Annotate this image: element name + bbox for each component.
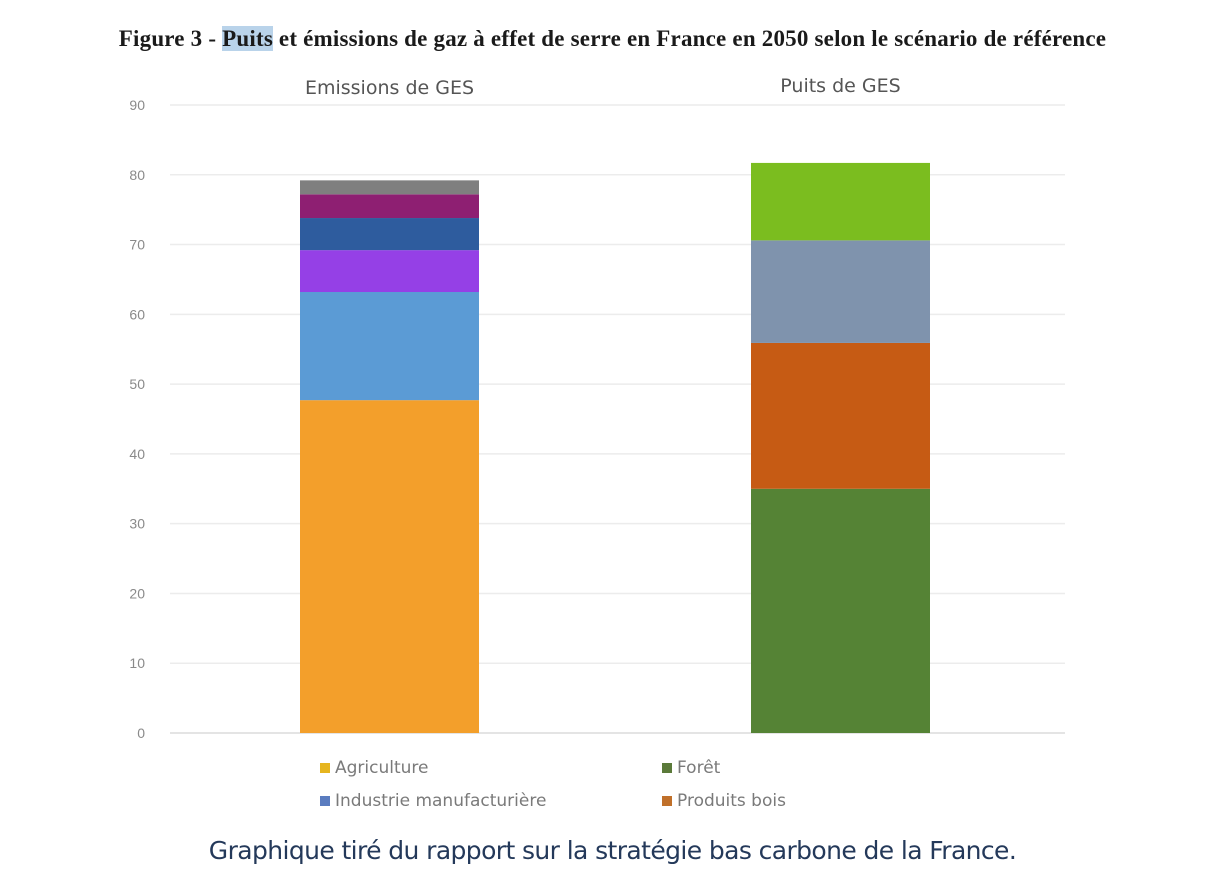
legend-label-produits-bois: Produits bois [677,791,786,811]
bar-stack-emissions [300,180,479,733]
figure-caption: Graphique tiré du rapport sur la stratég… [208,836,1017,865]
y-tick-label: 70 [129,237,145,253]
legend-label-foret: Forêt [677,758,721,778]
legend-swatch-produits-bois [662,796,672,806]
legend-item-foret: Forêt [662,758,720,778]
y-tick-label: 0 [137,725,145,741]
legend-swatch-industrie [320,796,330,806]
y-tick-label: 60 [129,306,145,322]
legend-item-industrie: Industrie manufacturière [320,791,546,811]
bar-segment-segment-3 [300,218,479,251]
figure-title: Figure 3 - Puits et émissions de gaz à e… [0,26,1225,52]
y-tick-label: 50 [129,376,145,392]
legend-label-agriculture: Agriculture [335,758,429,778]
bar-segment-segment-3 [751,162,930,241]
y-tick-label: 90 [129,97,145,113]
bar-segment-segment-4 [300,194,479,219]
bar-segment-industrie-manufacturière [300,292,479,401]
y-tick-label: 10 [129,655,145,671]
y-tick-label: 80 [129,167,145,183]
y-tick-label: 30 [129,516,145,532]
legend-swatch-agriculture [320,763,330,773]
figure-title-prefix: Figure 3 - [118,26,223,51]
bar-segment-segment-5 [300,180,479,195]
bars [300,162,930,733]
legend-label-industrie: Industrie manufacturière [335,791,547,811]
category-titles: Emissions de GES Puits de GES [305,75,901,99]
bar-segment-segment-2 [751,240,930,343]
category-title: Emissions de GES [305,77,474,99]
y-tick-label: 20 [129,585,145,601]
legend-item-agriculture: Agriculture [320,758,429,778]
bar-segment-produits-bois [751,342,930,489]
y-tick-label: 40 [129,446,145,462]
figure-title-highlighted-word[interactable]: Puits [222,26,273,51]
category-title: Puits de GES [780,75,900,97]
figure-title-suffix: et émissions de gaz à effet de serre en … [272,26,1107,51]
legend-item-produits-bois: Produits bois [662,791,786,811]
y-axis-tick-labels: 0 10 20 30 40 50 60 70 80 90 [129,97,145,741]
legend-swatch-foret [662,763,672,773]
bar-stack-puits [751,162,930,733]
bar-segment-forêt [751,488,930,733]
bar-segment-agriculture [300,400,479,733]
bar-segment-segment-2 [300,250,479,293]
